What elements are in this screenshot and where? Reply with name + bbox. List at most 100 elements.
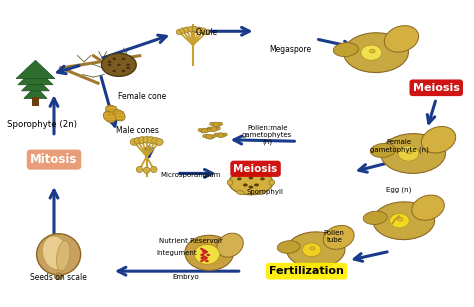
Text: Egg (n): Egg (n) — [386, 187, 412, 193]
Ellipse shape — [138, 137, 146, 143]
Ellipse shape — [237, 177, 242, 181]
Ellipse shape — [398, 146, 419, 161]
Ellipse shape — [237, 190, 245, 195]
Ellipse shape — [344, 33, 409, 72]
Text: Pollen
tube: Pollen tube — [324, 230, 345, 243]
Ellipse shape — [112, 57, 116, 60]
Ellipse shape — [200, 128, 209, 133]
Ellipse shape — [134, 138, 142, 144]
Ellipse shape — [257, 190, 265, 195]
Ellipse shape — [205, 134, 214, 139]
Ellipse shape — [207, 254, 210, 256]
Ellipse shape — [205, 260, 209, 262]
Ellipse shape — [229, 170, 273, 195]
Ellipse shape — [108, 64, 111, 66]
Ellipse shape — [361, 45, 382, 60]
Polygon shape — [21, 77, 49, 91]
Ellipse shape — [248, 186, 253, 188]
Ellipse shape — [287, 232, 345, 268]
Ellipse shape — [112, 70, 116, 72]
Ellipse shape — [207, 128, 211, 131]
Ellipse shape — [196, 27, 202, 33]
Ellipse shape — [108, 60, 111, 63]
Text: Embryo: Embryo — [173, 274, 200, 280]
Ellipse shape — [198, 128, 202, 131]
Ellipse shape — [370, 143, 396, 157]
Text: Fertilization: Fertilization — [269, 266, 344, 276]
Ellipse shape — [254, 184, 259, 187]
Ellipse shape — [130, 139, 137, 145]
Ellipse shape — [210, 127, 219, 131]
Ellipse shape — [202, 250, 206, 253]
Ellipse shape — [224, 133, 227, 136]
Ellipse shape — [188, 26, 194, 32]
Ellipse shape — [36, 234, 81, 275]
Ellipse shape — [55, 273, 63, 280]
Ellipse shape — [412, 195, 444, 220]
Ellipse shape — [260, 177, 265, 181]
Ellipse shape — [398, 218, 403, 221]
Ellipse shape — [217, 127, 220, 130]
Ellipse shape — [384, 26, 419, 52]
Ellipse shape — [151, 166, 157, 173]
Text: Microsporangium: Microsporangium — [161, 172, 221, 178]
Ellipse shape — [217, 233, 243, 257]
Ellipse shape — [113, 110, 125, 121]
Text: Megaspore: Megaspore — [269, 45, 311, 54]
Ellipse shape — [144, 167, 150, 173]
Polygon shape — [18, 68, 53, 85]
Ellipse shape — [152, 138, 159, 144]
Ellipse shape — [216, 133, 226, 138]
Ellipse shape — [302, 243, 321, 257]
Text: Meiosis: Meiosis — [413, 83, 460, 93]
Ellipse shape — [207, 127, 211, 130]
Text: Meiosis: Meiosis — [233, 164, 278, 174]
Ellipse shape — [363, 211, 387, 224]
Text: Sporophyte (2n): Sporophyte (2n) — [8, 120, 77, 129]
Polygon shape — [16, 60, 55, 79]
Ellipse shape — [237, 170, 245, 175]
Ellipse shape — [381, 134, 446, 173]
Ellipse shape — [219, 122, 223, 125]
Ellipse shape — [184, 27, 190, 33]
Ellipse shape — [243, 184, 248, 187]
Ellipse shape — [147, 137, 155, 143]
Ellipse shape — [117, 64, 121, 66]
Ellipse shape — [204, 29, 210, 35]
Ellipse shape — [373, 202, 435, 240]
Ellipse shape — [192, 26, 198, 32]
Ellipse shape — [212, 134, 216, 138]
Ellipse shape — [185, 235, 234, 270]
Ellipse shape — [143, 136, 150, 143]
Bar — [32, 97, 39, 106]
Text: Seeds on scale: Seeds on scale — [30, 273, 87, 282]
Ellipse shape — [310, 247, 315, 250]
Ellipse shape — [227, 180, 233, 185]
Ellipse shape — [210, 122, 213, 125]
Ellipse shape — [122, 70, 125, 72]
Ellipse shape — [269, 180, 274, 185]
Ellipse shape — [200, 28, 206, 33]
Ellipse shape — [180, 28, 186, 33]
Text: Integument: Integument — [156, 250, 197, 256]
Ellipse shape — [203, 134, 207, 138]
Polygon shape — [24, 86, 47, 99]
Ellipse shape — [323, 225, 354, 249]
Ellipse shape — [43, 236, 68, 270]
Text: Nutrient Reservoir: Nutrient Reservoir — [159, 238, 223, 243]
Text: Female cone: Female cone — [118, 92, 166, 101]
Text: Sporophyll: Sporophyll — [246, 189, 283, 195]
Ellipse shape — [106, 105, 118, 116]
Ellipse shape — [126, 64, 130, 66]
Ellipse shape — [194, 244, 219, 264]
Text: Female
gametophyte (n): Female gametophyte (n) — [370, 139, 428, 153]
Ellipse shape — [390, 213, 410, 228]
Ellipse shape — [137, 166, 143, 173]
Ellipse shape — [407, 150, 412, 154]
Ellipse shape — [155, 139, 163, 145]
Ellipse shape — [201, 257, 204, 259]
Ellipse shape — [214, 133, 218, 136]
Ellipse shape — [101, 53, 136, 76]
Ellipse shape — [103, 111, 116, 122]
Ellipse shape — [421, 126, 456, 153]
